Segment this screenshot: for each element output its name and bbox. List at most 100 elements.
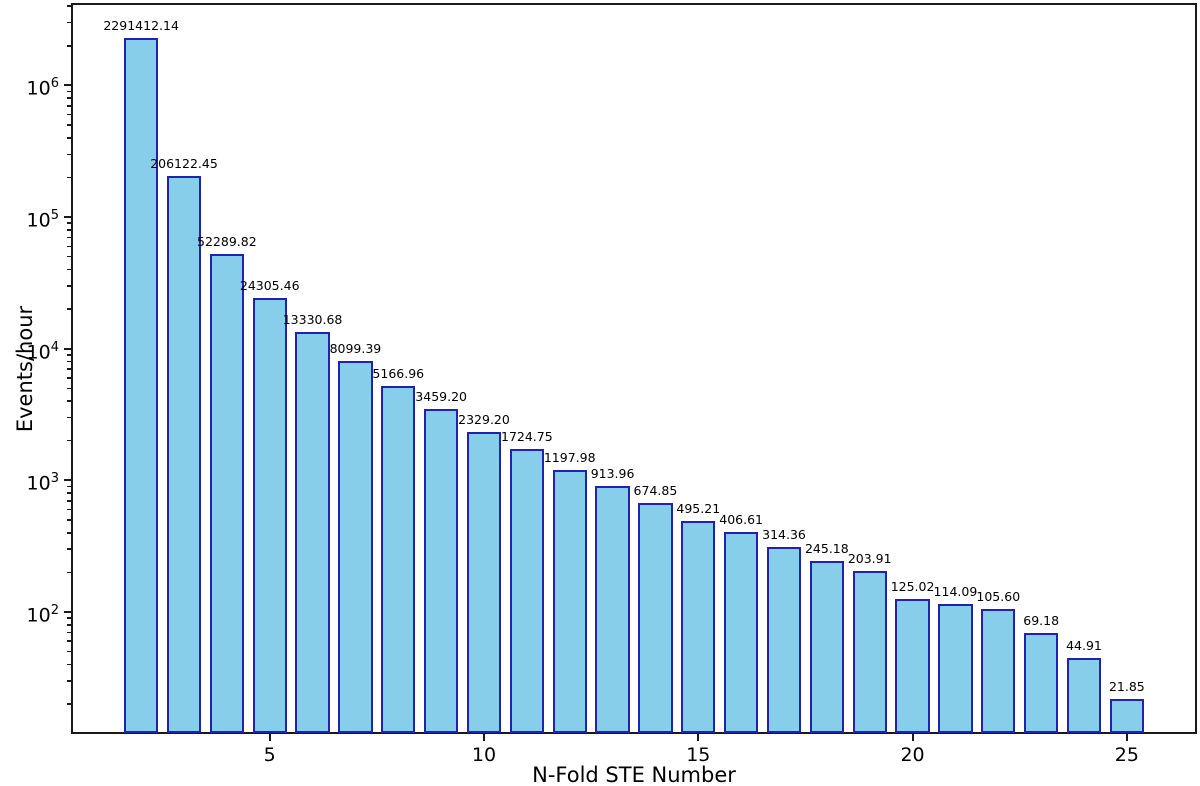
bar-value-label: 44.91 xyxy=(1066,637,1102,653)
bar-value-label: 406.61 xyxy=(719,511,764,527)
y-minor-tick xyxy=(67,285,71,287)
y-minor-tick xyxy=(67,631,71,634)
bar xyxy=(295,332,330,733)
bar-value-label: 105.60 xyxy=(976,588,1021,604)
bar-value-label: 314.36 xyxy=(762,526,806,542)
x-tick xyxy=(483,734,485,741)
y-minor-tick xyxy=(67,680,71,682)
y-minor-tick xyxy=(67,229,71,231)
y-minor-tick xyxy=(67,640,71,642)
bar xyxy=(1109,698,1144,733)
y-minor-tick xyxy=(67,255,71,258)
bar-value-label: 69.18 xyxy=(1023,613,1060,629)
x-tick xyxy=(268,734,271,741)
y-minor-tick xyxy=(67,416,71,419)
bar-value-label: 2291412.14 xyxy=(103,18,179,34)
bar xyxy=(809,560,844,733)
bar xyxy=(681,520,716,733)
y-minor-tick xyxy=(67,650,71,653)
y-tick-label: 104 xyxy=(26,339,59,364)
y-minor-tick xyxy=(67,308,71,310)
bar xyxy=(852,571,887,733)
y-minor-tick xyxy=(67,617,71,619)
y-minor-tick xyxy=(67,500,71,502)
bar xyxy=(638,502,673,733)
x-tick xyxy=(697,734,700,741)
y-tick-label: 105 xyxy=(26,208,59,232)
bar-value-label: 13330.68 xyxy=(282,312,343,328)
bar xyxy=(766,546,802,733)
y-minor-tick xyxy=(67,105,71,107)
y-minor-tick xyxy=(67,354,71,356)
y-major-tick xyxy=(64,611,71,613)
y-minor-tick xyxy=(67,124,71,126)
y-minor-tick xyxy=(67,45,71,47)
y-minor-tick xyxy=(67,5,71,7)
bar xyxy=(981,608,1016,733)
x-tick-label: 15 xyxy=(686,744,711,766)
y-minor-tick xyxy=(67,113,71,116)
bar-value-label: 1197.98 xyxy=(543,450,596,466)
y-minor-tick xyxy=(67,485,71,488)
bar xyxy=(724,531,759,733)
y-minor-tick xyxy=(67,492,71,494)
y-minor-tick xyxy=(67,360,71,363)
x-tick-label: 10 xyxy=(471,744,497,766)
bar-value-label: 206122.45 xyxy=(150,155,218,171)
bar xyxy=(424,409,459,733)
bar xyxy=(595,485,630,733)
x-tick xyxy=(911,734,914,741)
y-minor-tick xyxy=(67,703,71,705)
bar-value-label: 1724.75 xyxy=(500,429,553,445)
bar-value-label: 24305.46 xyxy=(239,277,300,293)
y-minor-tick xyxy=(67,21,71,24)
y-minor-tick xyxy=(67,222,71,224)
y-minor-tick xyxy=(67,153,71,156)
y-major-tick xyxy=(64,84,71,87)
x-tick-label: 25 xyxy=(1114,744,1139,766)
y-tick-label: 103 xyxy=(26,471,59,495)
y-minor-tick xyxy=(67,519,71,521)
y-minor-tick xyxy=(67,508,71,511)
bar xyxy=(1024,633,1059,733)
y-axis-label: Events/hour xyxy=(13,305,37,432)
y-minor-tick xyxy=(67,548,71,550)
bar xyxy=(552,470,587,733)
bar-value-label: 21.85 xyxy=(1108,678,1145,694)
y-minor-tick xyxy=(67,387,71,390)
y-minor-tick xyxy=(67,571,71,574)
bar-value-label: 245.18 xyxy=(804,540,849,556)
y-minor-tick xyxy=(67,624,71,626)
y-major-tick xyxy=(64,479,71,482)
y-minor-tick xyxy=(67,90,71,93)
y-minor-tick xyxy=(67,137,71,139)
bar-value-label: 203.91 xyxy=(847,551,892,567)
x-tick-label: 5 xyxy=(263,744,276,766)
y-minor-tick xyxy=(67,663,71,666)
bar xyxy=(381,386,416,733)
x-axis-label: N-Fold STE Number xyxy=(532,763,736,786)
bar-value-label: 52289.82 xyxy=(197,234,257,250)
bar-value-label: 674.85 xyxy=(633,482,678,498)
bar-value-label: 913.96 xyxy=(590,465,635,481)
bar xyxy=(509,449,544,733)
y-minor-tick xyxy=(67,377,71,379)
y-minor-tick xyxy=(67,368,71,370)
y-minor-tick xyxy=(67,97,71,99)
bar-value-label: 114.09 xyxy=(933,584,978,600)
bar-value-label: 495.21 xyxy=(676,500,721,516)
y-major-tick xyxy=(64,347,71,350)
bar-value-label: 8099.39 xyxy=(329,340,382,356)
y-minor-tick xyxy=(67,245,71,248)
bar xyxy=(338,360,373,733)
bar xyxy=(895,599,930,733)
y-minor-tick xyxy=(67,268,71,271)
bar xyxy=(124,38,159,733)
y-major-tick xyxy=(64,216,71,219)
y-tick-label: 102 xyxy=(26,603,59,627)
y-tick-label: 106 xyxy=(26,76,59,100)
x-tick xyxy=(1125,734,1128,741)
bar xyxy=(252,297,287,733)
bar-value-label: 125.02 xyxy=(890,579,935,595)
